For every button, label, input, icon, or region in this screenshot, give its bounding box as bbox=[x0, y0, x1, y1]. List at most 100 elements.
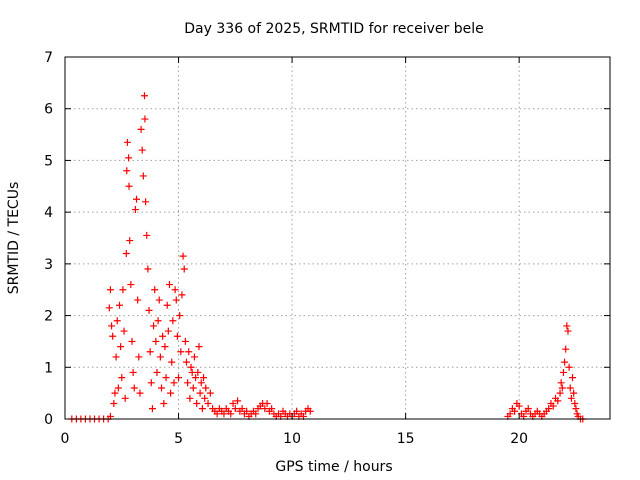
axis-ticks bbox=[64, 56, 610, 420]
data-point bbox=[506, 410, 514, 418]
data-point bbox=[141, 115, 149, 123]
x-axis-label: GPS time / hours bbox=[275, 459, 392, 475]
data-point bbox=[130, 384, 138, 392]
data-point bbox=[213, 410, 221, 418]
data-point bbox=[185, 348, 193, 356]
data-point bbox=[145, 306, 153, 314]
data-point bbox=[524, 405, 532, 413]
y-tick-label: 1 bbox=[44, 360, 53, 376]
y-tick-label: 3 bbox=[44, 257, 53, 273]
y-tick-label: 2 bbox=[44, 309, 53, 325]
data-point bbox=[119, 286, 127, 294]
data-point bbox=[204, 399, 212, 407]
data-point bbox=[109, 332, 117, 340]
data-point bbox=[571, 399, 579, 407]
tick-labels: 0 5 10 15 20 0 1 2 3 4 5 6 7 bbox=[44, 50, 528, 447]
data-point bbox=[114, 384, 122, 392]
data-point bbox=[128, 337, 136, 345]
data-point bbox=[158, 384, 166, 392]
data-point bbox=[122, 250, 130, 258]
data-point bbox=[110, 399, 118, 407]
data-point bbox=[515, 402, 523, 410]
data-point bbox=[148, 405, 156, 413]
data-point bbox=[151, 286, 159, 294]
data-point bbox=[182, 358, 190, 366]
data-point bbox=[125, 182, 133, 190]
data-point bbox=[173, 332, 181, 340]
data-point bbox=[138, 146, 146, 154]
data-point bbox=[187, 363, 195, 371]
data-point bbox=[177, 348, 185, 356]
data-point bbox=[206, 389, 214, 397]
data-point bbox=[196, 389, 204, 397]
data-point bbox=[153, 368, 161, 376]
data-point bbox=[193, 399, 201, 407]
data-point bbox=[570, 389, 578, 397]
x-tick-label: 0 bbox=[61, 431, 70, 447]
data-point bbox=[306, 407, 314, 415]
data-point bbox=[106, 286, 114, 294]
data-point bbox=[234, 397, 242, 405]
data-point bbox=[112, 353, 120, 361]
data-point bbox=[263, 399, 271, 407]
data-point bbox=[131, 206, 139, 214]
data-point bbox=[175, 374, 183, 382]
data-point bbox=[136, 389, 144, 397]
data-point bbox=[562, 345, 570, 353]
data-point bbox=[197, 379, 205, 387]
data-point bbox=[572, 405, 580, 413]
data-point bbox=[561, 358, 569, 366]
data-point bbox=[116, 301, 123, 309]
data-point bbox=[144, 265, 152, 273]
data-point bbox=[559, 368, 567, 376]
data-point bbox=[176, 312, 184, 320]
data-point bbox=[201, 394, 209, 402]
chart-title: Day 336 of 2025, SRMTID for receiver bel… bbox=[184, 21, 483, 37]
data-point bbox=[293, 407, 301, 415]
data-point bbox=[163, 301, 171, 309]
data-point bbox=[227, 410, 235, 418]
data-point bbox=[146, 348, 154, 356]
data-point bbox=[134, 296, 142, 304]
data-point bbox=[231, 405, 239, 413]
x-tick-label: 10 bbox=[283, 431, 301, 447]
data-point bbox=[261, 405, 269, 413]
data-point bbox=[169, 317, 177, 325]
data-point bbox=[252, 410, 260, 418]
data-point bbox=[139, 172, 147, 180]
data-point bbox=[118, 374, 126, 382]
data-point bbox=[184, 379, 192, 387]
data-point bbox=[113, 317, 121, 325]
data-point bbox=[108, 322, 116, 330]
data-point bbox=[140, 92, 148, 100]
data-point bbox=[129, 368, 137, 376]
data-point bbox=[181, 337, 189, 345]
data-point bbox=[150, 322, 158, 330]
y-tick-label: 5 bbox=[44, 153, 53, 169]
data-point bbox=[566, 384, 574, 392]
data-point bbox=[137, 125, 145, 133]
data-point bbox=[111, 389, 119, 397]
data-point bbox=[160, 399, 168, 407]
data-point bbox=[171, 286, 179, 294]
data-point bbox=[159, 332, 167, 340]
data-point bbox=[142, 198, 150, 206]
data-point bbox=[557, 379, 565, 387]
data-point bbox=[161, 343, 169, 351]
data-point bbox=[511, 407, 519, 415]
x-tick-label: 5 bbox=[174, 431, 183, 447]
data-point bbox=[125, 154, 133, 162]
y-tick-label: 6 bbox=[44, 102, 53, 118]
data-point bbox=[569, 374, 577, 382]
data-point bbox=[120, 327, 128, 335]
plot-frame bbox=[64, 56, 611, 420]
data-point bbox=[162, 374, 170, 382]
data-point bbox=[192, 374, 200, 382]
data-point bbox=[167, 389, 175, 397]
data-point bbox=[556, 389, 564, 397]
data-point bbox=[558, 384, 566, 392]
data-point bbox=[220, 410, 228, 418]
data-point bbox=[164, 327, 172, 335]
data-point bbox=[168, 358, 176, 366]
data-point bbox=[135, 353, 143, 361]
